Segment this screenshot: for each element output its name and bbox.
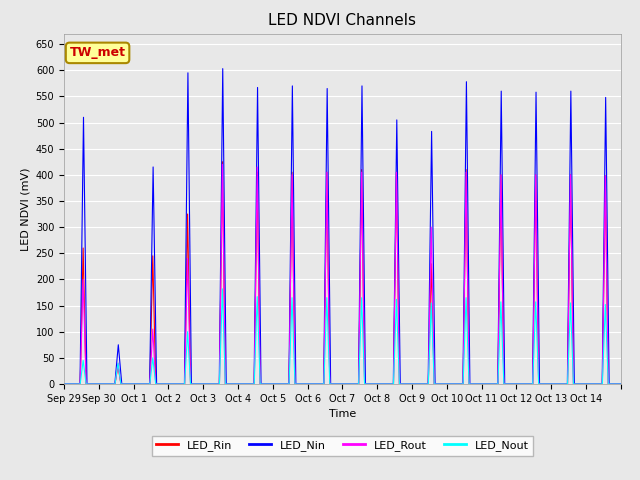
Text: TW_met: TW_met [70, 47, 125, 60]
Title: LED NDVI Channels: LED NDVI Channels [268, 13, 417, 28]
X-axis label: Time: Time [329, 409, 356, 419]
Y-axis label: LED NDVI (mV): LED NDVI (mV) [20, 167, 30, 251]
Legend: LED_Rin, LED_Nin, LED_Rout, LED_Nout: LED_Rin, LED_Nin, LED_Rout, LED_Nout [152, 436, 533, 456]
